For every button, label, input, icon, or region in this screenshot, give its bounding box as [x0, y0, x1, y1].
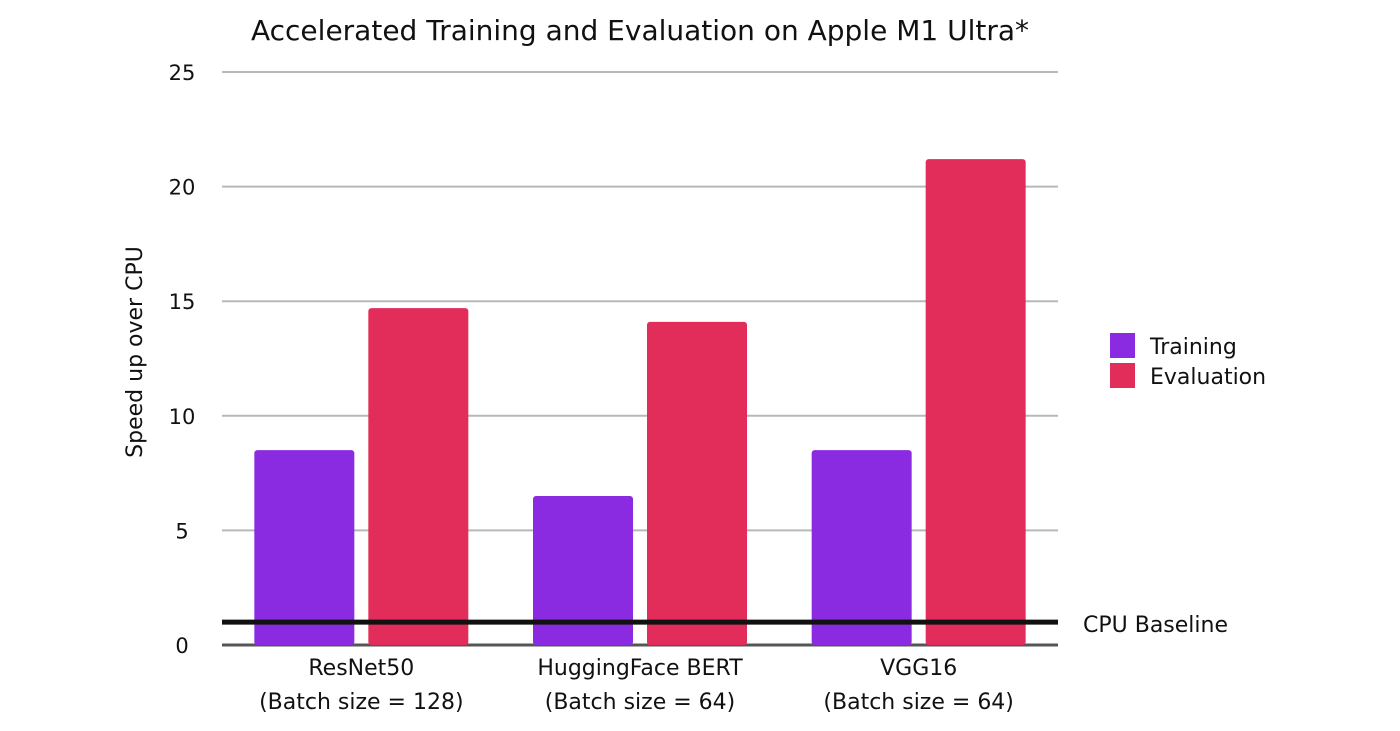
legend-label-training: Training: [1149, 335, 1237, 360]
bar-evaluation-3: [925, 159, 1026, 645]
y-tick-label: 5: [175, 519, 188, 543]
x-category-detail: (Batch size = 64): [545, 690, 735, 715]
bar-training-3: [811, 450, 912, 645]
bar-training-2: [533, 496, 633, 645]
bar-evaluation-2: [647, 321, 747, 645]
y-tick-label: 0: [175, 634, 188, 658]
gridlines: [222, 71, 1058, 647]
x-category-name: HuggingFace BERT: [537, 656, 743, 681]
x-category-name: VGG16: [880, 656, 957, 681]
y-axis-label: Speed up over CPU: [123, 246, 148, 458]
chart-title: Accelerated Training and Evaluation on A…: [251, 14, 1029, 47]
legend-label-evaluation: Evaluation: [1150, 365, 1266, 390]
y-tick-label: 15: [169, 290, 196, 314]
x-category-name: ResNet50: [308, 656, 414, 681]
legend-swatch-evaluation: [1110, 363, 1135, 388]
legend-swatch-training: [1110, 333, 1135, 358]
legend: Training Evaluation: [1110, 333, 1266, 390]
bar-evaluation-1: [368, 308, 469, 645]
y-axis-ticks: 0 5 10 15 20 25: [169, 61, 196, 658]
x-axis-categories: ResNet50 (Batch size = 128) HuggingFace BE…: [259, 656, 1014, 715]
bars: [254, 159, 1026, 645]
y-tick-label: 10: [169, 405, 196, 429]
y-tick-label: 20: [169, 176, 196, 200]
x-category-detail: (Batch size = 128): [259, 690, 463, 715]
y-tick-label: 25: [169, 61, 196, 85]
cpu-baseline-label: CPU Baseline: [1083, 613, 1228, 638]
x-category-detail: (Batch size = 64): [823, 690, 1013, 715]
bar-training-1: [254, 450, 355, 645]
cpu-baseline: CPU Baseline: [222, 613, 1228, 638]
